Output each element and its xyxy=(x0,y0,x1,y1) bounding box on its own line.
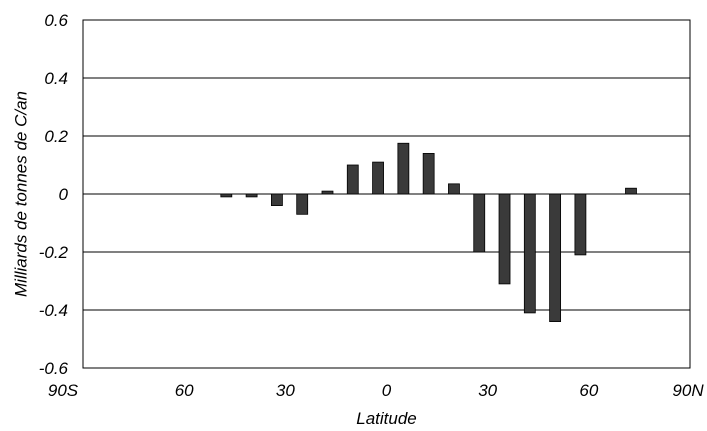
bar xyxy=(321,190,334,195)
bar xyxy=(549,193,562,322)
bar xyxy=(523,193,536,314)
bar xyxy=(372,161,384,195)
y-axis-tick-labels: 0.6 0.4 0.2 0 -0.2 -0.4 -0.6 xyxy=(39,11,69,378)
bar xyxy=(220,193,233,198)
x-tick-label: 60 xyxy=(175,381,194,400)
bar xyxy=(498,193,511,285)
bar xyxy=(422,152,435,195)
x-tick-label: 30 xyxy=(276,381,295,400)
y-tick-label: -0.4 xyxy=(39,301,68,320)
x-tick-label: 0 xyxy=(382,381,392,400)
x-tick-label: 60 xyxy=(579,381,598,400)
bar xyxy=(625,187,637,195)
bar xyxy=(296,193,309,215)
y-axis-title: Milliards de tonnes de C/an xyxy=(11,91,30,297)
x-tick-label: 30 xyxy=(478,381,497,400)
y-tick-label: -0.2 xyxy=(39,243,69,262)
bar xyxy=(473,193,486,253)
bar xyxy=(574,193,587,256)
y-tick-label: -0.6 xyxy=(39,359,69,378)
x-axis-tick-labels: 90S 60 30 0 30 60 90N xyxy=(48,381,704,400)
gridlines xyxy=(83,77,690,311)
y-tick-label: 0.4 xyxy=(44,69,68,88)
plot-area-frame xyxy=(82,19,691,369)
x-tick-label: 90S xyxy=(48,381,79,400)
bar xyxy=(245,193,258,198)
x-tick-label: 90N xyxy=(672,381,704,400)
bar xyxy=(271,193,283,207)
bar xyxy=(397,142,410,195)
x-axis-title: Latitude xyxy=(356,409,417,428)
bars xyxy=(220,142,637,322)
bar xyxy=(448,183,460,195)
y-tick-label: 0.2 xyxy=(44,127,68,146)
y-tick-label: 0.6 xyxy=(44,11,68,30)
bar xyxy=(346,164,359,195)
y-tick-label: 0 xyxy=(59,185,69,204)
